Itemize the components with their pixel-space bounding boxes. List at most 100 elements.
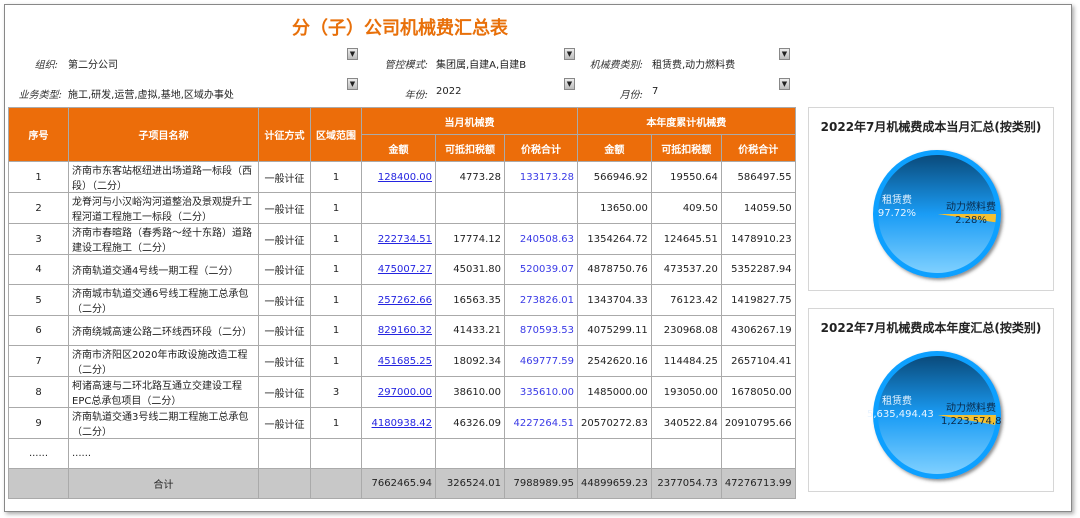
- cell-m-amount: 475007.27: [361, 254, 436, 285]
- month-amount-link[interactable]: 257262.66: [377, 294, 432, 306]
- cell-y-tax: 193050.00: [650, 376, 722, 408]
- cell-y-total: 4306267.19: [720, 315, 796, 346]
- cell-m-total: [504, 192, 578, 224]
- slice-name: 动力燃料费: [946, 202, 996, 213]
- cell-y-tax: 124645.51: [650, 223, 722, 255]
- slice-value: 5,635,494.43: [867, 409, 934, 420]
- cell-y-total: 20910795.66: [720, 407, 796, 439]
- cell-m-amount: 297000.00: [361, 376, 436, 408]
- cell-m-total: 335610.00: [504, 376, 578, 408]
- cell-m-tax: 18092.34: [435, 345, 505, 377]
- cell-region: 1: [310, 345, 362, 377]
- table-row: 7 济南市济阳区2020年市政设施改造工程（二分） 一般计征 1 451685.25 18…: [8, 345, 796, 377]
- cell-m-total: 133173.28: [504, 161, 578, 193]
- table-row: 9 济南轨道交通3号线二期工程施工总承包（二分） 一般计征 1 4180938.42 46…: [8, 407, 796, 439]
- cell-method: 一般计征: [258, 223, 311, 255]
- cell-name: 济南市春暄路（春秀路～经十东路）道路建设工程施工（二分）: [68, 223, 259, 255]
- total-empty-cell: [258, 468, 311, 499]
- cell-region: 1: [310, 315, 362, 346]
- cell-y-tax: 409.50: [650, 192, 722, 224]
- filter-year-dropdown-icon[interactable]: ▼: [564, 78, 575, 90]
- total-m-tax: 326524.01: [435, 468, 505, 499]
- rental-label: 租赁费 5,635,494.43: [867, 395, 934, 421]
- cell-y-amount: [577, 438, 652, 469]
- cell-y-amount: 13650.00: [577, 192, 652, 224]
- cell-no: 2: [8, 192, 69, 224]
- cell-name: 济南城市轨道交通6号线工程施工总承包（二分）: [68, 284, 259, 316]
- cell-no: 5: [8, 284, 69, 316]
- table-row: 8 柯诸高速与二环北路互通立交建设工程EPC总承包项目（二分） 一般计征 3 29700…: [8, 376, 796, 408]
- cell-y-total: 2657104.41: [720, 345, 796, 377]
- month-amount-link[interactable]: 4180938.42: [371, 417, 432, 429]
- pie-slice-fuel: [937, 415, 996, 425]
- cell-y-amount: 2542620.16: [577, 345, 652, 377]
- month-amount-link[interactable]: 829160.32: [377, 325, 432, 336]
- cell-m-amount: 222734.51: [361, 223, 436, 255]
- cell-name: 柯诸高速与二环北路互通立交建设工程EPC总承包项目（二分）: [68, 376, 259, 408]
- filter-mode-label: 管控模式:: [384, 60, 428, 71]
- cell-y-total: 1478910.23: [720, 223, 796, 255]
- filter-biz-dropdown-icon[interactable]: ▼: [347, 78, 358, 90]
- cell-y-tax: [650, 438, 722, 469]
- table-row: ............: [8, 438, 796, 469]
- header-month-tax: 可抵扣税额: [435, 134, 505, 162]
- cell-no: 1: [8, 161, 69, 193]
- total-empty-cell: [310, 468, 362, 499]
- cell-m-tax: 38610.00: [435, 376, 505, 408]
- cell-name: 济南市济阳区2020年市政设施改造工程（二分）: [68, 345, 259, 377]
- cell-no: 7: [8, 345, 69, 377]
- cell-name: 济南轨道交通4号线一期工程（二分）: [68, 254, 259, 285]
- filter-mode-value: 集团属,自建A,自建B: [436, 60, 527, 71]
- cell-method: 一般计征: [258, 254, 311, 285]
- cell-method: 一般计征: [258, 161, 311, 193]
- cell-y-total: 5352287.94: [720, 254, 796, 285]
- pie-slice-rental: [878, 356, 996, 474]
- filter-category-dropdown-icon[interactable]: ▼: [779, 48, 790, 60]
- cell-y-amount: 1354264.72: [577, 223, 652, 255]
- rental-label: 租赁费 97.72%: [867, 194, 927, 220]
- filter-month-label: 月份:: [619, 90, 643, 101]
- total-m-total: 7988989.95: [504, 468, 578, 499]
- table-row: 1 济南市东客站枢纽进出场道路一标段（西段）（二分） 一般计征 1 128400.00 4…: [8, 161, 796, 193]
- cell-name: 龙脊河与小汉峪沟河道整治及景观提升工程河道工程施工一标段（二分）: [68, 192, 259, 224]
- fuel-label: 动力燃料费 1,223,574.8: [941, 402, 1001, 428]
- cell-y-amount: 566946.92: [577, 161, 652, 193]
- table-row: 2 龙脊河与小汉峪沟河道整治及景观提升工程河道工程施工一标段（二分） 一般计征 1 13…: [8, 192, 796, 224]
- month-amount-link[interactable]: 297000.00: [377, 386, 432, 398]
- cell-m-total: 240508.63: [504, 223, 578, 255]
- slice-name: 动力燃料费: [946, 403, 996, 414]
- cell-method: 一般计征: [258, 345, 311, 377]
- slice-name: 租赁费: [882, 195, 912, 206]
- header-year-amount: 金额: [577, 134, 652, 162]
- slice-value: 1,223,574.8: [941, 416, 1002, 427]
- cell-m-total: 870593.53: [504, 315, 578, 346]
- cell-region: 3: [310, 376, 362, 408]
- filter-category-value: 租赁费,动力燃料费: [652, 60, 736, 71]
- cell-y-tax: 19550.64: [650, 161, 722, 193]
- month-amount-link[interactable]: 451685.25: [377, 355, 432, 367]
- month-amount-link[interactable]: 222734.51: [377, 233, 432, 245]
- month-amount-link[interactable]: 475007.27: [377, 264, 432, 275]
- cell-y-tax: 340522.84: [650, 407, 722, 439]
- cell-m-total: 469777.59: [504, 345, 578, 377]
- cell-y-tax: 473537.20: [650, 254, 722, 285]
- cell-name: 济南轨道交通3号线二期工程施工总承包（二分）: [68, 407, 259, 439]
- header-name: 子项目名称: [68, 107, 259, 162]
- filter-month-dropdown-icon[interactable]: ▼: [779, 78, 790, 90]
- cell-m-amount: [361, 192, 436, 224]
- cell-y-amount: 4075299.11: [577, 315, 652, 346]
- filter-mode-dropdown-icon[interactable]: ▼: [564, 48, 575, 60]
- cell-method: [258, 438, 311, 469]
- header-month-amount: 金额: [361, 134, 436, 162]
- cell-method: 一般计征: [258, 376, 311, 408]
- pie-slice-rental: [878, 154, 996, 273]
- table-row: 3 济南市春暄路（春秀路～经十东路）道路建设工程施工（二分） 一般计征 1 222734…: [8, 223, 796, 255]
- filter-org-dropdown-icon[interactable]: ▼: [347, 48, 358, 60]
- total-empty-cell: [8, 468, 69, 499]
- month-amount-link[interactable]: 128400.00: [377, 171, 432, 183]
- cell-y-amount: 20570272.83: [577, 407, 652, 439]
- header-no: 序号: [8, 107, 69, 162]
- cell-region: 1: [310, 407, 362, 439]
- cell-m-tax: 45031.80: [435, 254, 505, 285]
- cell-y-tax: 230968.08: [650, 315, 722, 346]
